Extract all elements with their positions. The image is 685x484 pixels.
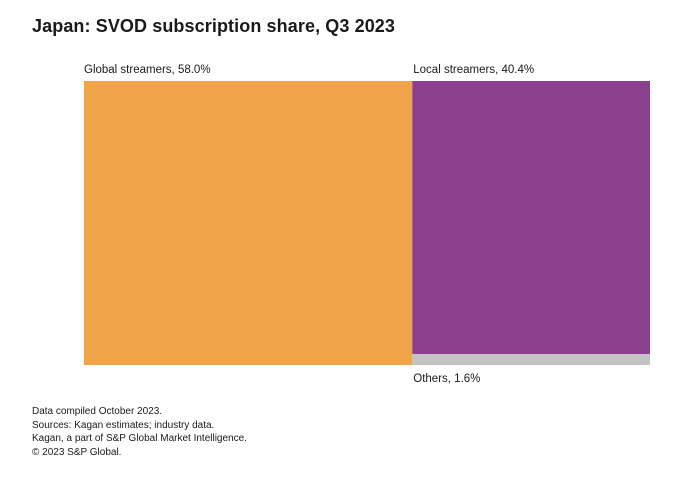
note-compiled: Data compiled October 2023. (32, 406, 163, 417)
note-kagan: Kagan, a part of S&P Global Market Intel… (32, 433, 247, 444)
label-global-streamers: Global streamers, 58.0% (84, 64, 211, 76)
note-copyright: © 2023 S&P Global. (32, 446, 122, 458)
source-notes: Data compiled October 2023. Sources: Kag… (32, 405, 247, 459)
segment-others (412, 354, 650, 365)
segment-global-streamers (84, 81, 413, 365)
chart-title: Japan: SVOD subscription share, Q3 2023 (32, 16, 396, 36)
label-others: Others, 1.6% (413, 373, 480, 385)
note-sources: Sources: Kagan estimates; industry data. (32, 419, 215, 431)
label-local-streamers: Local streamers, 40.4% (413, 64, 534, 76)
segment-local-streamers (412, 81, 650, 355)
